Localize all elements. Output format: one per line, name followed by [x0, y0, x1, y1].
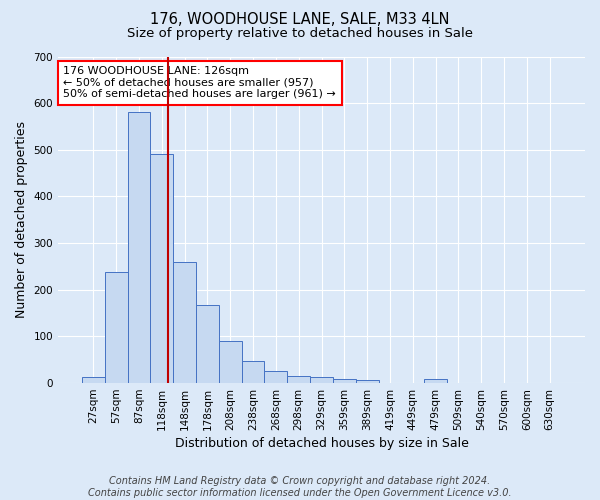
Text: 176, WOODHOUSE LANE, SALE, M33 4LN: 176, WOODHOUSE LANE, SALE, M33 4LN	[150, 12, 450, 28]
Bar	[105, 272, 128, 383]
Bar	[333, 379, 356, 383]
Bar	[219, 341, 242, 383]
Bar	[173, 262, 196, 383]
Bar	[265, 372, 287, 383]
Bar	[287, 376, 310, 383]
Bar	[82, 378, 105, 383]
Bar	[310, 378, 333, 383]
Bar	[196, 304, 219, 383]
Text: 176 WOODHOUSE LANE: 126sqm
← 50% of detached houses are smaller (957)
50% of sem: 176 WOODHOUSE LANE: 126sqm ← 50% of deta…	[64, 66, 336, 100]
Bar	[424, 380, 447, 383]
Bar	[356, 380, 379, 383]
X-axis label: Distribution of detached houses by size in Sale: Distribution of detached houses by size …	[175, 437, 469, 450]
Text: Contains HM Land Registry data © Crown copyright and database right 2024.
Contai: Contains HM Land Registry data © Crown c…	[88, 476, 512, 498]
Bar	[128, 112, 151, 383]
Bar	[242, 361, 265, 383]
Text: Size of property relative to detached houses in Sale: Size of property relative to detached ho…	[127, 28, 473, 40]
Y-axis label: Number of detached properties: Number of detached properties	[15, 122, 28, 318]
Bar	[151, 154, 173, 383]
